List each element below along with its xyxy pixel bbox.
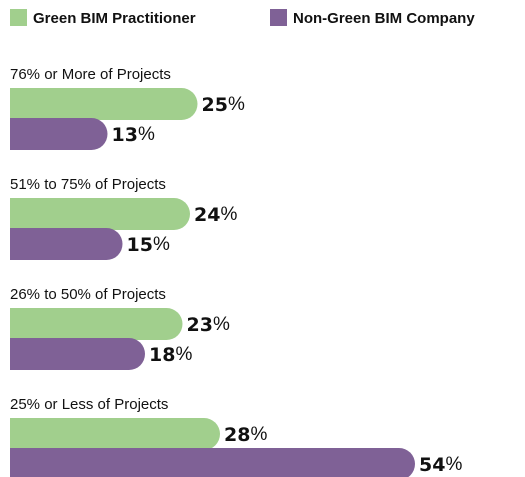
value-number: 24 [194,204,220,226]
category-label: 25% or Less of Projects [10,396,168,413]
value-label: 54% [419,454,462,476]
value-unit: % [153,234,170,255]
category-label: 51% to 75% of Projects [10,176,166,193]
value-label: 25% [202,94,245,116]
value-unit: % [138,124,155,145]
value-number: 23 [187,314,213,336]
value-number: 54 [419,454,445,476]
value-unit: % [228,94,245,115]
category-label: 26% to 50% of Projects [10,286,166,303]
value-label: 18% [149,344,192,366]
bar [10,228,123,260]
bar [10,198,190,230]
value-unit: % [175,344,192,365]
value-label: 28% [224,424,267,446]
legend-label: Green BIM Practitioner [33,10,196,27]
bar [10,448,415,477]
value-number: 28 [224,424,250,446]
bar [10,418,220,450]
bar [10,308,183,340]
value-unit: % [250,424,267,445]
value-unit: % [445,454,462,475]
value-unit: % [213,314,230,335]
value-number: 13 [112,124,138,146]
value-number: 25 [202,94,228,116]
bar [10,88,198,120]
value-number: 18 [149,344,175,366]
legend-label: Non-Green BIM Company [293,10,475,27]
legend-swatch [270,9,287,26]
category-label: 76% or More of Projects [10,66,171,83]
value-label: 13% [112,124,155,146]
legend-swatch [10,9,27,26]
bar [10,118,108,150]
value-label: 23% [187,314,230,336]
value-number: 15 [127,234,153,256]
value-unit: % [220,204,237,225]
value-label: 24% [194,204,237,226]
value-label: 15% [127,234,170,256]
bar [10,338,145,370]
